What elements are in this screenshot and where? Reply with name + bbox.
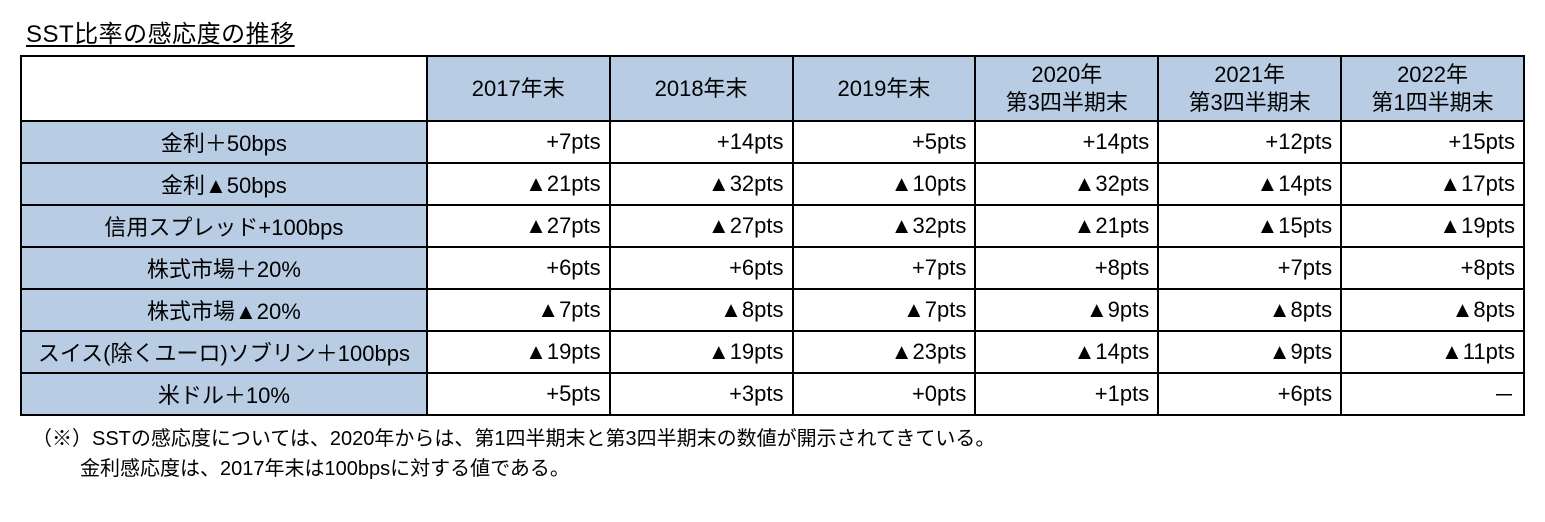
data-cell: ▲32pts [610, 163, 793, 205]
table-row: スイス(除くユーロ)ソブリン＋100bps ▲19pts ▲19pts ▲23p… [21, 331, 1524, 373]
col-header-line1: 2021年 [1167, 61, 1332, 89]
table-corner-cell [21, 56, 427, 121]
col-header: 2018年末 [610, 56, 793, 121]
table-row: 金利▲50bps ▲21pts ▲32pts ▲10pts ▲32pts ▲14… [21, 163, 1524, 205]
data-cell: +6pts [427, 247, 610, 289]
row-header: 信用スプレッド+100bps [21, 205, 427, 247]
col-header: 2020年 第3四半期末 [975, 56, 1158, 121]
data-cell: ▲27pts [427, 205, 610, 247]
data-cell: ▲8pts [1158, 289, 1341, 331]
data-cell: ▲19pts [427, 331, 610, 373]
data-cell: ▲9pts [1158, 331, 1341, 373]
data-cell: ▲27pts [610, 205, 793, 247]
footnote-line: （※）SSTの感応度については、2020年からは、第1四半期末と第3四半期末の数… [32, 424, 1525, 454]
data-cell: +8pts [975, 247, 1158, 289]
col-header-line2: 第1四半期末 [1350, 89, 1515, 117]
row-header: 金利▲50bps [21, 163, 427, 205]
sst-sensitivity-table: 2017年末 2018年末 2019年末 2020年 第3四半期末 2021年 [20, 55, 1525, 416]
col-header: 2021年 第3四半期末 [1158, 56, 1341, 121]
row-header: スイス(除くユーロ)ソブリン＋100bps [21, 331, 427, 373]
data-cell: ▲7pts [427, 289, 610, 331]
table-row: 株式市場＋20% +6pts +6pts +7pts +8pts +7pts +… [21, 247, 1524, 289]
data-cell: +15pts [1341, 121, 1524, 163]
col-header-line1: 2019年末 [802, 75, 967, 103]
table-footnotes: （※）SSTの感応度については、2020年からは、第1四半期末と第3四半期末の数… [32, 424, 1525, 484]
data-cell: +6pts [1158, 373, 1341, 415]
data-cell: +6pts [610, 247, 793, 289]
data-cell: +7pts [1158, 247, 1341, 289]
table-header-row: 2017年末 2018年末 2019年末 2020年 第3四半期末 2021年 [21, 56, 1524, 121]
data-cell: +3pts [610, 373, 793, 415]
table-title: SST比率の感応度の推移 [26, 14, 1525, 49]
data-cell: ▲15pts [1158, 205, 1341, 247]
data-cell: ▲21pts [427, 163, 610, 205]
col-header-line1: 2022年 [1350, 61, 1515, 89]
data-cell: +7pts [793, 247, 976, 289]
col-header-line1: 2020年 [984, 61, 1149, 89]
col-header: 2022年 第1四半期末 [1341, 56, 1524, 121]
data-cell: +14pts [975, 121, 1158, 163]
col-header: 2019年末 [793, 56, 976, 121]
data-cell: +1pts [975, 373, 1158, 415]
row-header: 金利＋50bps [21, 121, 427, 163]
data-cell: ▲14pts [1158, 163, 1341, 205]
col-header-line1: 2017年末 [436, 75, 601, 103]
data-cell: ▲19pts [1341, 205, 1524, 247]
data-cell: +14pts [610, 121, 793, 163]
data-cell: +12pts [1158, 121, 1341, 163]
data-cell: ▲21pts [975, 205, 1158, 247]
data-cell: ▲23pts [793, 331, 976, 373]
table-row: 株式市場▲20% ▲7pts ▲8pts ▲7pts ▲9pts ▲8pts ▲… [21, 289, 1524, 331]
row-header: 株式市場▲20% [21, 289, 427, 331]
data-cell: ▲10pts [793, 163, 976, 205]
col-header-line1: 2018年末 [619, 75, 784, 103]
data-cell: +5pts [793, 121, 976, 163]
data-cell: ▲8pts [1341, 289, 1524, 331]
data-cell: +7pts [427, 121, 610, 163]
table-row: 米ドル＋10% +5pts +3pts +0pts +1pts +6pts － [21, 373, 1524, 415]
col-header: 2017年末 [427, 56, 610, 121]
footnote-line: 金利感応度は、2017年末は100bpsに対する値である。 [80, 454, 1525, 484]
data-cell: ▲32pts [793, 205, 976, 247]
data-cell: ▲9pts [975, 289, 1158, 331]
table-row: 信用スプレッド+100bps ▲27pts ▲27pts ▲32pts ▲21p… [21, 205, 1524, 247]
data-cell: ▲17pts [1341, 163, 1524, 205]
table-row: 金利＋50bps +7pts +14pts +5pts +14pts +12pt… [21, 121, 1524, 163]
data-cell: +5pts [427, 373, 610, 415]
data-cell: ▲14pts [975, 331, 1158, 373]
data-cell: +8pts [1341, 247, 1524, 289]
data-cell: ▲19pts [610, 331, 793, 373]
data-cell: ▲8pts [610, 289, 793, 331]
data-cell: ▲32pts [975, 163, 1158, 205]
data-cell: ▲7pts [793, 289, 976, 331]
row-header: 株式市場＋20% [21, 247, 427, 289]
data-cell: +0pts [793, 373, 976, 415]
data-cell: － [1341, 373, 1524, 415]
row-header: 米ドル＋10% [21, 373, 427, 415]
col-header-line2: 第3四半期末 [984, 89, 1149, 117]
col-header-line2: 第3四半期末 [1167, 89, 1332, 117]
data-cell: ▲11pts [1341, 331, 1524, 373]
